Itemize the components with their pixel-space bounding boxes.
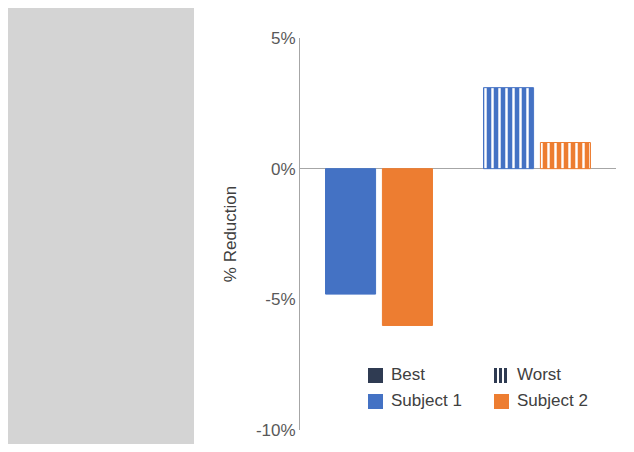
html-text:Best: Best bbox=[391, 365, 425, 384]
html-text:Subject 1: Subject 1 bbox=[391, 391, 462, 410]
html-text:Worst: Worst bbox=[517, 365, 562, 384]
svg-text:5%: 5% bbox=[271, 29, 296, 48]
svg-text:-10%: -10% bbox=[256, 421, 296, 440]
svg-text:0%: 0% bbox=[271, 160, 296, 179]
svg-text:% Reduction: % Reduction bbox=[221, 186, 240, 282]
svg-text:-5%: -5% bbox=[265, 290, 295, 309]
html-text:Subject 2: Subject 2 bbox=[517, 391, 588, 410]
